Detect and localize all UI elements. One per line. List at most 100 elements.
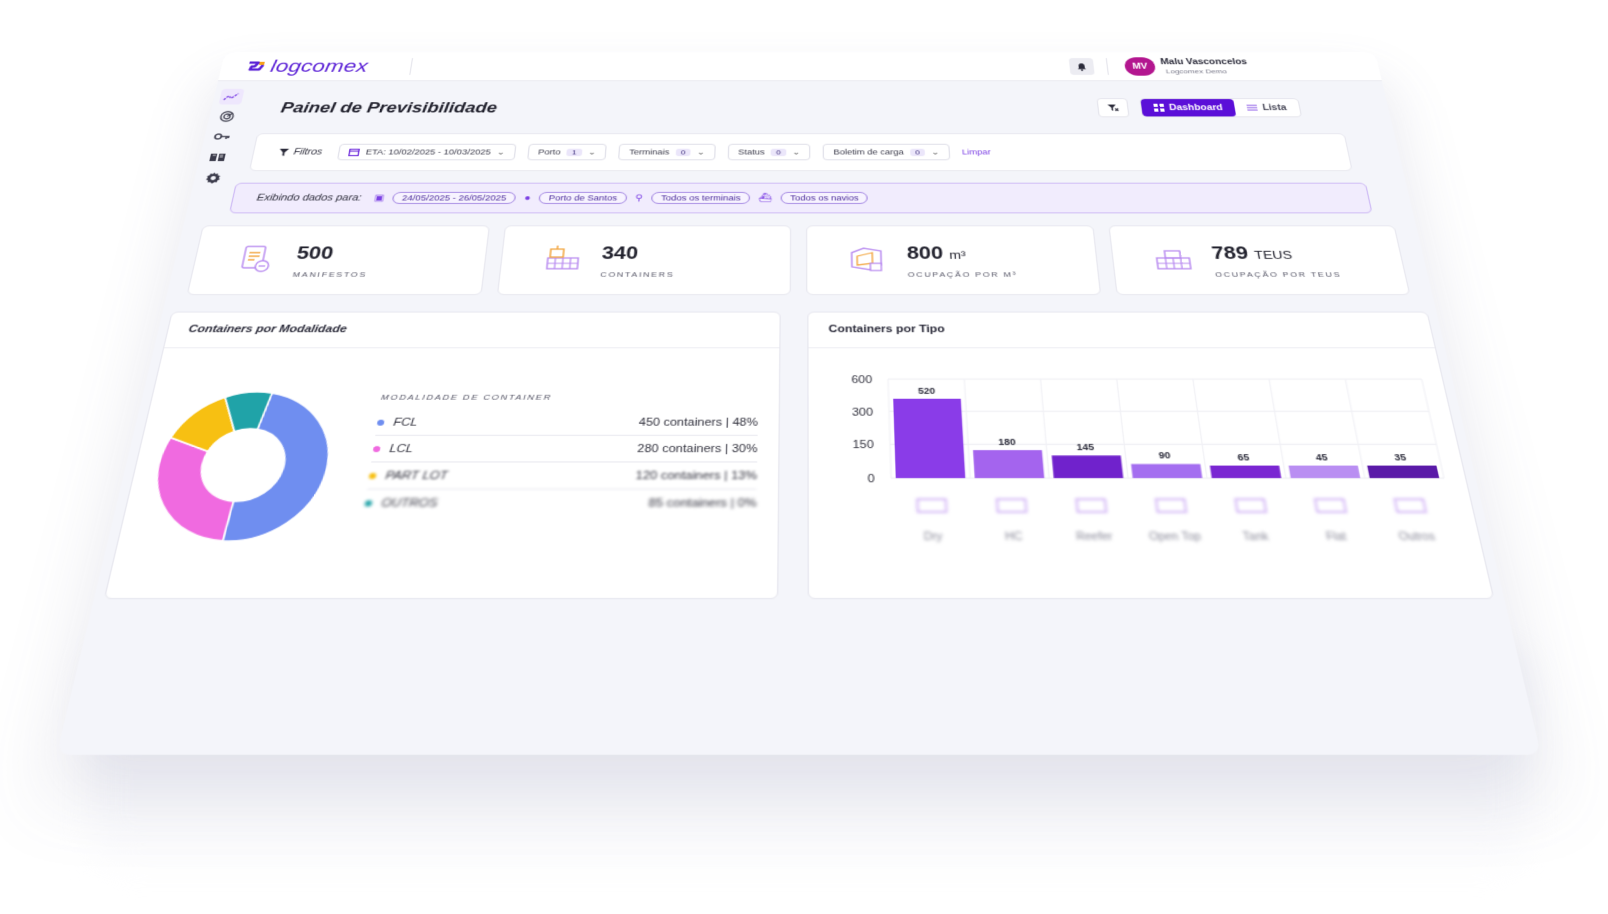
bar-outros[interactable]: [1367, 466, 1439, 479]
terminais-label: Terminais: [629, 148, 670, 156]
kpi-value: 789 TEUS: [1210, 244, 1293, 264]
legend-label: FCL: [376, 416, 418, 428]
card-title: Containers por Modalidade: [164, 313, 780, 349]
bar-dry[interactable]: [893, 399, 965, 478]
list-icon: [1247, 105, 1258, 111]
kpi-value: 800 m³: [907, 244, 967, 264]
clear-filters-link[interactable]: Limpar: [962, 148, 991, 156]
avatar[interactable]: MV: [1124, 57, 1157, 75]
legend-row: LCL 280 containers | 30%: [371, 436, 758, 463]
porto-filter[interactable]: Porto 1 ⌄: [527, 144, 607, 160]
top-bar: logcomex MV Malu Vasconcelos Logcomex De…: [218, 52, 1382, 81]
bar-value-label: 65: [1237, 452, 1251, 463]
kpi-value: 340: [601, 244, 639, 264]
tab-dashboard[interactable]: Dashboard: [1140, 99, 1236, 116]
bar-value-label: 180: [998, 436, 1017, 447]
boletim-label: Boletim de carga: [833, 148, 904, 156]
logo-mark-icon: [244, 60, 267, 72]
legend-name: LCL: [389, 442, 414, 454]
divider: [409, 58, 413, 75]
bar-open-top[interactable]: [1131, 464, 1202, 478]
category-outros: Outros: [1391, 499, 1436, 542]
legend-name: OUTROS: [381, 497, 439, 510]
category-tank: Tank: [1236, 499, 1271, 542]
manifest-icon: [234, 244, 277, 274]
divider: [1106, 58, 1109, 75]
bar-reefer[interactable]: [1052, 456, 1124, 479]
view-toggle: Dashboard Lista: [1139, 98, 1301, 117]
port-pill[interactable]: Porto de Santos: [539, 192, 628, 204]
notification-bell-icon[interactable]: [1069, 58, 1095, 75]
filters-label: Filtros: [278, 148, 323, 157]
bar-hc[interactable]: [973, 450, 1044, 478]
user-name: Malu Vasconcelos: [1160, 58, 1248, 66]
container-type-icon: [1395, 499, 1426, 512]
series-dot: [369, 472, 377, 478]
legend-value: 85 containers | 0%: [648, 497, 756, 510]
category-dry: Dry: [917, 499, 948, 542]
boletim-filter[interactable]: Boletim de carga 0 ⌄: [823, 144, 950, 160]
date-range-pill[interactable]: 24/05/2025 - 26/05/2025: [392, 192, 517, 204]
porto-label: Porto: [538, 148, 561, 156]
card-title: Containers por Tipo: [808, 313, 1434, 349]
chevron-down-icon: ⌄: [496, 148, 505, 157]
y-tick-label: 150: [852, 440, 874, 452]
status-filter[interactable]: Status 0 ⌄: [727, 144, 810, 160]
terminals-pill[interactable]: Todos os terminais: [651, 192, 750, 204]
bar-value-label: 520: [918, 385, 936, 395]
bar-value-label: 145: [1076, 442, 1095, 453]
category-reefer: Reefer: [1073, 499, 1113, 542]
kpi-label: CONTAINERS: [600, 271, 675, 279]
kpi-label: OCUPAÇÃO POR TEUS: [1215, 271, 1342, 279]
bar-value-label: 45: [1315, 452, 1329, 463]
container-type-icon: [1236, 499, 1266, 512]
x-tick-label: Open Top: [1148, 530, 1201, 543]
legend-row: OUTROS 85 containers | 0%: [363, 490, 757, 518]
legend-heading: MODALIDADE DE CONTAINER: [380, 393, 758, 402]
legend-label: PART LOT: [368, 469, 448, 482]
kpi-card-manifestos: 500 MANIFESTOS: [187, 225, 490, 295]
container-type-icon: [1315, 499, 1346, 512]
terminais-filter[interactable]: Terminais 0 ⌄: [618, 144, 715, 160]
tab-list[interactable]: Lista: [1233, 99, 1300, 116]
container-type-icon: [917, 499, 946, 512]
sidebar-item-dashboard[interactable]: [219, 89, 245, 105]
key-icon: [213, 132, 231, 140]
clear-filters-button[interactable]: [1096, 98, 1129, 117]
ships-pill[interactable]: Todos os navios: [780, 192, 868, 204]
x-tick-label: Outros: [1397, 530, 1436, 543]
container-type-icon: [1156, 499, 1186, 512]
modality-legend: MODALIDADE DE CONTAINER FCL 450 containe…: [363, 393, 759, 518]
x-tick-label: Dry: [924, 530, 944, 543]
filter-clear-icon: [1106, 103, 1119, 112]
kpi-label: MANIFESTOS: [292, 271, 368, 279]
sidebar-item-docs[interactable]: [204, 149, 231, 165]
kpi-number: 800: [907, 244, 944, 264]
sidebar-item-keys[interactable]: [209, 128, 236, 144]
grid-icon: [1153, 104, 1164, 112]
kpi-number: 789: [1210, 244, 1249, 264]
kpi-row: 500 MANIFESTOS 340 CONTAINERS 800 m³ OCU…: [187, 225, 1411, 295]
x-tick-label: Flat: [1325, 530, 1348, 543]
donut-chart: [137, 389, 344, 545]
porto-count: 1: [566, 148, 582, 155]
bar-tank[interactable]: [1210, 466, 1281, 479]
legend-value: 280 containers | 30%: [637, 442, 758, 454]
chevron-down-icon: ⌄: [697, 148, 705, 157]
logo-text: logcomex: [269, 57, 370, 77]
teus-icon: [1152, 244, 1193, 274]
eta-date-filter[interactable]: ETA: 10/02/2025 - 10/03/2025 ⌄: [337, 144, 516, 160]
legend-label: OUTROS: [364, 497, 438, 510]
grid-line: [1193, 379, 1207, 478]
category-flat: Flat: [1315, 499, 1352, 542]
bar-value-label: 90: [1158, 450, 1171, 461]
chevron-down-icon: ⌄: [931, 148, 939, 157]
logo[interactable]: logcomex: [243, 57, 369, 77]
kpi-unit: TEUS: [1253, 248, 1293, 261]
sidebar-item-settings[interactable]: [199, 169, 226, 186]
legend-value: 450 containers | 48%: [639, 416, 758, 428]
sidebar-item-radar[interactable]: [214, 108, 240, 124]
type-card: Containers por Tipo 600 300 150 0 520 Dry 180 H…: [807, 312, 1494, 600]
bar-flat[interactable]: [1289, 466, 1361, 479]
category-open-top: Open Top: [1145, 499, 1202, 542]
